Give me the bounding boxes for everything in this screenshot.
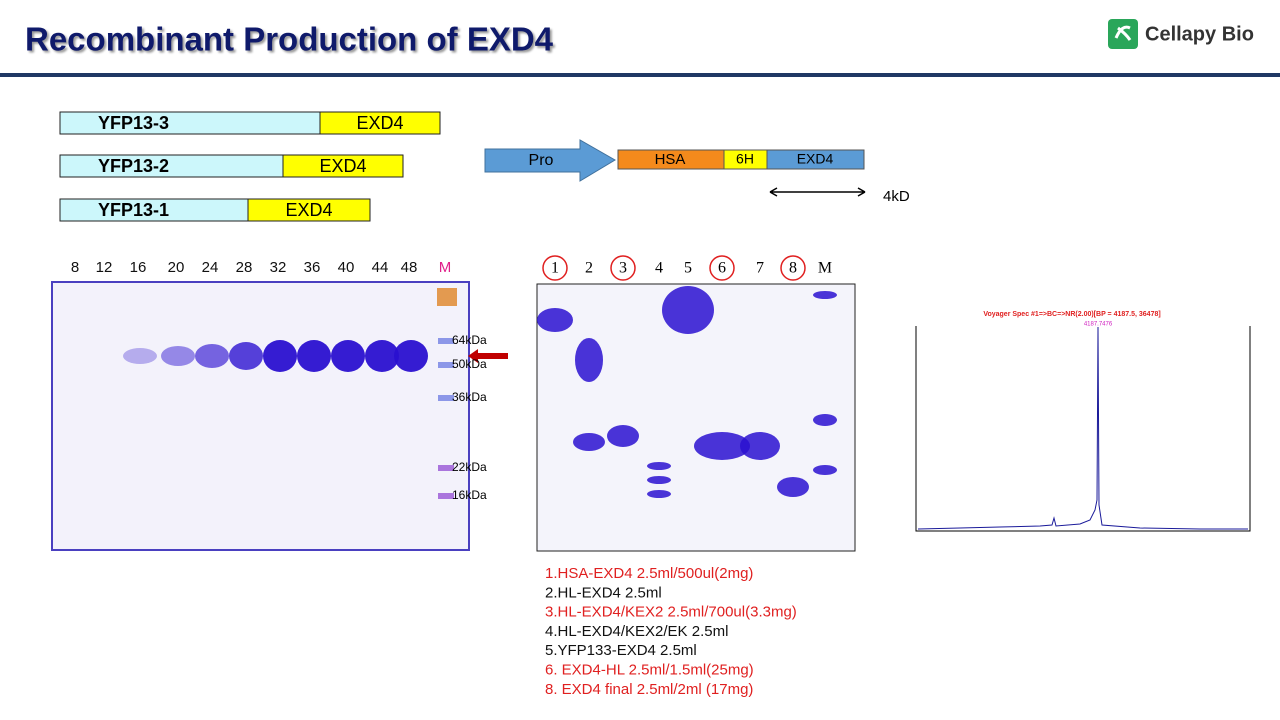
gel-band <box>647 490 671 498</box>
lane-label: M <box>818 260 832 277</box>
legend-line: 3.HL-EXD4/KEX2 2.5ml/700ul(3.3mg) <box>545 604 797 621</box>
lane-label: M <box>439 259 452 276</box>
lane-circle <box>542 255 568 281</box>
gel-band <box>647 462 671 470</box>
gel-band <box>777 477 809 497</box>
lane-label: 3 <box>619 260 627 277</box>
construct-tag <box>282 154 404 178</box>
title-rule <box>0 73 1280 77</box>
marker-label: 22kDa <box>452 460 487 474</box>
segment <box>766 149 865 170</box>
marker-label: 16kDa <box>452 488 487 502</box>
gel-band <box>195 344 229 368</box>
gel-band <box>263 340 297 372</box>
lane-label: 7 <box>756 260 764 277</box>
promoter-label: Pro <box>529 152 554 169</box>
lane-label: 48 <box>401 259 418 276</box>
ladder-band <box>438 338 454 344</box>
mass-spectrum: Voyager Spec #1=>BC=>NR(2.00)[BP = 4187.… <box>915 311 1251 532</box>
gel-band <box>573 433 605 451</box>
gel-band <box>607 425 639 447</box>
gel-band <box>813 414 837 426</box>
gel-band <box>229 342 263 370</box>
gel-band <box>647 476 671 484</box>
construct-tag <box>319 111 441 135</box>
construct-name: YFP13-3 <box>98 113 169 133</box>
lane-label: 40 <box>338 259 355 276</box>
gel-band <box>740 432 780 460</box>
gel-band <box>331 340 365 372</box>
lane-label: 44 <box>372 259 389 276</box>
lane-label: 1 <box>551 260 559 277</box>
legend-line: 6. EXD4-HL 2.5ml/1.5ml(25mg) <box>545 661 754 678</box>
construct-tag-label: EXD4 <box>285 200 332 220</box>
lane-label: 28 <box>236 259 253 276</box>
construct-name: YFP13-1 <box>98 200 169 220</box>
gel-band <box>297 340 331 372</box>
lane-label: 36 <box>304 259 321 276</box>
lane-label: 8 <box>789 260 797 277</box>
construct-tag-label: EXD4 <box>319 156 366 176</box>
band-arrow <box>468 349 508 363</box>
lane-circle <box>709 255 735 281</box>
lane-label: 24 <box>202 259 219 276</box>
spectrum-axes <box>915 326 1251 532</box>
lane-label: 12 <box>96 259 113 276</box>
ladder-band <box>438 493 454 499</box>
lane-label: 6 <box>718 260 726 277</box>
slide-title: Recombinant Production of EXD4 <box>25 21 554 58</box>
gel-band <box>123 348 157 364</box>
legend-line: 4.HL-EXD4/KEX2/EK 2.5ml <box>545 623 728 640</box>
spectrum-title: Voyager Spec #1=>BC=>NR(2.00)[BP = 4187.… <box>983 311 1160 318</box>
gel-band <box>813 291 837 299</box>
construct-body <box>59 154 284 178</box>
size-arrow <box>769 187 866 197</box>
lane-label: 5 <box>684 260 692 277</box>
lane-label: 32 <box>270 259 287 276</box>
lane-circle <box>780 255 806 281</box>
spectrum-trace <box>917 326 1248 530</box>
ladder-band <box>438 395 454 401</box>
lane-label: 8 <box>71 259 79 276</box>
ladder-band <box>438 465 454 471</box>
gel-band <box>662 286 714 334</box>
lane-label: 20 <box>168 259 185 276</box>
promoter-arrow <box>484 139 616 182</box>
legend-line: 2.HL-EXD4 2.5ml <box>545 584 662 601</box>
segment-label: EXD4 <box>797 151 834 167</box>
gel-band <box>537 308 573 332</box>
lane-label: 16 <box>130 259 147 276</box>
construct-tag <box>247 198 371 222</box>
segment-label: HSA <box>655 151 686 168</box>
logo-text: Cellapy Bio <box>1145 23 1254 45</box>
marker-label: 50kDa <box>452 357 487 371</box>
segment-label: 6H <box>736 151 754 167</box>
peak-label: 4187.7476 <box>1084 322 1113 328</box>
legend-line: 1.HSA-EXD4 2.5ml/500ul(2mg) <box>545 565 753 582</box>
construct-name: YFP13-2 <box>98 156 169 176</box>
gel-band <box>575 338 603 382</box>
gel-band <box>694 432 750 460</box>
ladder-top <box>437 288 457 306</box>
gel-band <box>365 340 399 372</box>
lane-circle <box>610 255 636 281</box>
marker-label: 36kDa <box>452 390 487 404</box>
ladder-band <box>438 362 454 368</box>
lane-label: 2 <box>585 260 593 277</box>
construct-tag-label: EXD4 <box>356 113 403 133</box>
gel-band <box>394 340 428 372</box>
gel-1 <box>51 281 470 551</box>
logo-mark <box>1114 25 1132 41</box>
size-label: 4kD <box>883 188 910 205</box>
lane-label: 4 <box>655 260 663 277</box>
gel-band <box>813 465 837 475</box>
legend-line: 5.YFP133-EXD4 2.5ml <box>545 642 697 659</box>
legend-line: 8. EXD4 final 2.5ml/2ml (17mg) <box>545 681 753 698</box>
gel-band <box>161 346 195 366</box>
marker-label: 64kDa <box>452 333 487 347</box>
